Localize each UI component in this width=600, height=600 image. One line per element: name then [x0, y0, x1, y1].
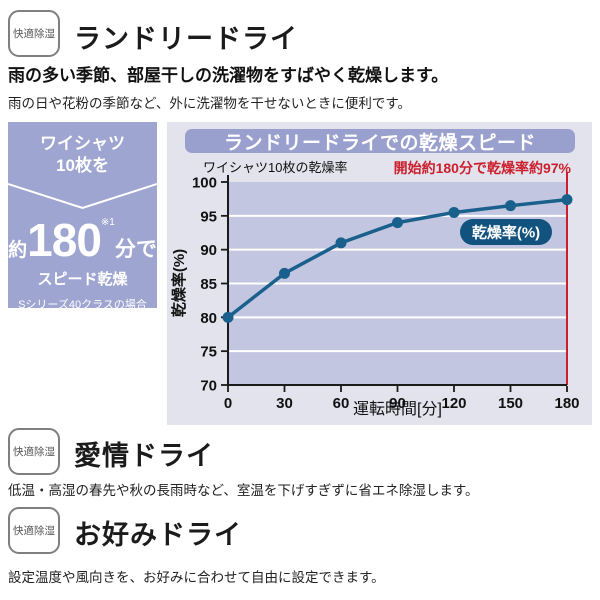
- chart-text: 85: [200, 276, 217, 293]
- chart-text: 30: [276, 395, 293, 412]
- chart-text: 乾燥率(%): [170, 249, 188, 317]
- section-title-aijou-dry: 愛情ドライ: [74, 441, 214, 471]
- section-title-laundry-dry: ランドリードライ: [74, 24, 298, 54]
- chart-title-bar: ランドリードライでの乾燥スピード: [185, 129, 575, 154]
- data-point: [392, 217, 403, 229]
- promo-minutes: 180: [27, 213, 102, 266]
- data-point: [222, 311, 234, 323]
- chart-text: 100: [192, 175, 217, 192]
- promo-subtitle: スピード乾燥: [37, 270, 128, 288]
- data-point: [448, 206, 460, 218]
- okonomi-dry-note-text: 設定温度や風向きを、お好みに合わせて自由に設定できます。: [8, 570, 385, 585]
- chart-annotation: 開始約180分で乾燥率約97%: [393, 160, 571, 176]
- comfort-dehumidify-badge: 快適除湿: [8, 507, 60, 554]
- chart-text: 0: [224, 395, 232, 412]
- chart-text: 120: [441, 395, 466, 412]
- chart-text: 80: [200, 310, 217, 327]
- promo-approx: 約: [8, 239, 28, 261]
- drying-speed-chart-panel: ランドリードライでの乾燥スピード ワイシャツ10枚の乾燥率 開始約180分で乾燥…: [167, 122, 592, 425]
- chart-text: 乾燥率(%): [472, 224, 540, 242]
- badge-label: 快適除湿: [13, 525, 55, 537]
- promo-line1: ワイシャツ: [40, 134, 125, 153]
- laundry-dry-note-text: 雨の日や花粉の季節など、外に洗濯物を干せないときに便利です。: [8, 96, 411, 111]
- chart-text: 75: [200, 344, 217, 361]
- chart-text: 90: [389, 395, 406, 412]
- section-title-okonomi-dry: お好みドライ: [74, 520, 242, 550]
- promo-duration: 約 180 ※1 分で: [8, 217, 157, 263]
- badge-label: 快適除湿: [13, 446, 55, 458]
- badge-label: 快適除湿: [13, 28, 55, 40]
- comfort-dehumidify-badge: 快適除湿: [8, 10, 60, 57]
- chart-text: 95: [200, 208, 217, 225]
- chart-subtitle: ワイシャツ10枚の乾燥率: [203, 160, 348, 175]
- footnote-mark: ※1: [100, 216, 115, 228]
- promo-caption: Sシリーズ40クラスの場合: [18, 298, 147, 311]
- line-chart: 70 75 80 85 90 95 100 0 30 60 90 120 150 180 乾燥率(%) 乾燥率…: [170, 172, 580, 418]
- chart-text: 150: [498, 395, 523, 412]
- aijou-dry-note-text: 低温・高湿の春先や秋の長雨時など、室温を下げすぎずに省エネ除湿します。: [8, 483, 479, 498]
- chevron-down-icon: [8, 182, 157, 209]
- promo-box: ワイシャツ 10枚を 約 180 ※1 分で スピード乾燥 Sシリーズ40クラスの場合: [8, 122, 157, 311]
- chart-text: 60: [333, 395, 350, 412]
- promo-unit: 分で: [114, 237, 157, 261]
- data-point: [505, 200, 516, 212]
- comfort-dehumidify-badge: 快適除湿: [8, 428, 60, 475]
- chart-text: 運転時間[分]: [353, 400, 442, 418]
- data-point: [335, 237, 347, 249]
- legend-pill: [460, 219, 552, 245]
- data-point: [279, 267, 290, 279]
- promo-line2: 10枚を: [56, 156, 109, 176]
- chart-text: 70: [200, 378, 217, 395]
- chart-text: 90: [200, 242, 217, 259]
- laundry-dry-lead-text: 雨の多い季節、部屋干しの洗濯物をすばやく乾燥します。: [8, 66, 449, 85]
- chart-text: 180: [554, 395, 579, 412]
- data-point: [561, 194, 573, 206]
